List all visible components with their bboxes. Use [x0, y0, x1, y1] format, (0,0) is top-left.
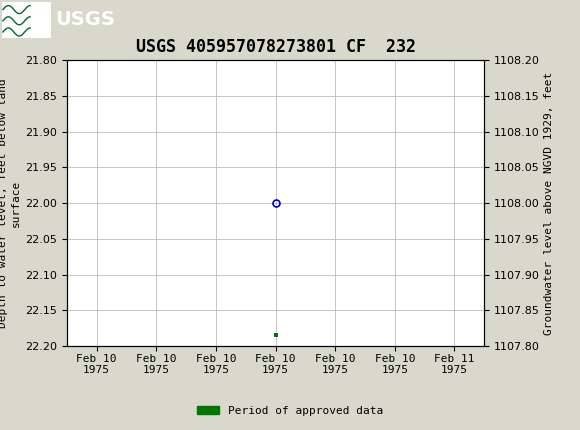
Legend: Period of approved data: Period of approved data: [193, 401, 387, 420]
Y-axis label: Depth to water level, feet below land
surface: Depth to water level, feet below land su…: [0, 78, 21, 328]
Text: USGS: USGS: [55, 10, 115, 30]
Title: USGS 405957078273801 CF  232: USGS 405957078273801 CF 232: [136, 38, 415, 56]
Y-axis label: Groundwater level above NGVD 1929, feet: Groundwater level above NGVD 1929, feet: [544, 71, 554, 335]
Bar: [2, 2, 51, 38]
